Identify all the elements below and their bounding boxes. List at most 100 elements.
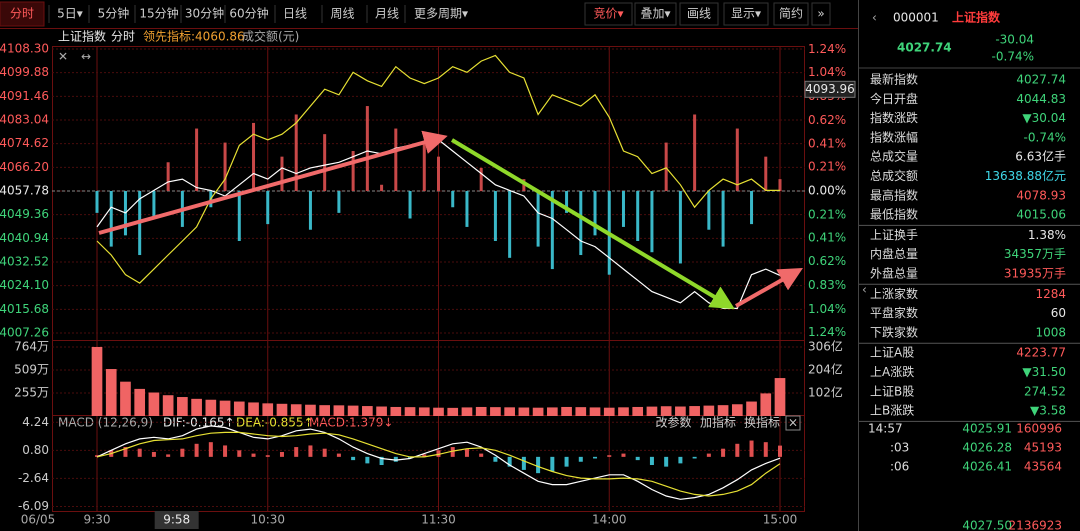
stock-name: 上证指数 <box>952 10 1001 25</box>
macd-bar <box>166 454 171 457</box>
toolbar-tab[interactable]: 日线 <box>283 7 307 21</box>
macd-bar <box>649 456 654 466</box>
lead-bar <box>323 134 327 191</box>
macd-bar <box>593 456 598 459</box>
y2-tick-label: 204亿 <box>808 361 843 376</box>
y-tick-label: 4083.04 <box>0 113 49 127</box>
quote-value: 34357万手 <box>1004 247 1066 261</box>
x-tick-label: 9:30 <box>84 513 111 527</box>
toolbar-button[interactable]: 画线 <box>687 7 711 21</box>
volume-bar <box>219 400 231 416</box>
chart-name: 上证指数 <box>58 29 106 44</box>
lead-bar <box>508 191 512 258</box>
macd-bar <box>294 447 299 457</box>
resize-icon[interactable]: ↔ <box>81 50 91 64</box>
macd-bar <box>521 456 526 470</box>
macd-bar <box>379 456 384 466</box>
toolbar-tab[interactable]: 分时 <box>10 7 34 21</box>
macd-bar <box>436 450 441 457</box>
volume-bar <box>433 407 444 416</box>
cursor-time-label: 9:58 <box>163 513 190 527</box>
y2-tick-label: 0.21% <box>808 160 846 174</box>
lead-bar <box>735 128 739 191</box>
volume-bar <box>319 405 331 416</box>
y2-tick-label: 0.62% <box>808 254 846 268</box>
lead-label: 领先指标:4060.86 <box>143 29 245 44</box>
quote-label: 最高指数 <box>870 187 918 202</box>
volume-bar <box>518 407 530 416</box>
toolbar-button-bg <box>679 2 719 26</box>
volume-bar <box>248 402 259 416</box>
macd-bar <box>607 455 612 457</box>
volume-bar <box>504 407 515 416</box>
macd-bar <box>550 456 555 472</box>
amount-label: 成交额(元) <box>242 29 299 44</box>
volume-bar <box>447 407 459 416</box>
stock-change-pct: -0.74% <box>992 50 1034 64</box>
macd-bar <box>223 445 228 457</box>
tick-volume: 45193 <box>1024 441 1062 455</box>
toolbar-tab[interactable]: 60分钟 <box>229 6 268 21</box>
tick-price: 4026.41 <box>962 460 1012 474</box>
x-tick-label: 11:30 <box>421 513 456 527</box>
quote-value: 4223.77 <box>1016 346 1066 360</box>
toolbar-button[interactable]: » <box>817 7 824 21</box>
macd-bar <box>95 455 99 457</box>
y-tick-label: 4049.36 <box>0 207 49 221</box>
toolbar-button[interactable]: 显示▾ <box>731 7 761 21</box>
volume-bar <box>646 406 658 416</box>
series-line <box>96 431 781 497</box>
toolbar-tab[interactable]: 15分钟 <box>139 6 178 21</box>
tick-volume: 160996 <box>1016 422 1062 436</box>
volume-bar <box>191 398 202 416</box>
lead-bar <box>166 162 170 191</box>
y-tick-label: -2.64 <box>18 471 49 485</box>
macd-bar <box>336 453 341 457</box>
annotation-arrow <box>735 268 803 308</box>
series-line <box>96 425 781 500</box>
volume-bar <box>490 407 501 416</box>
close-icon[interactable]: ✕ <box>58 50 68 64</box>
macd-button[interactable]: 换指标 <box>744 415 780 430</box>
lead-bar <box>536 191 540 247</box>
lead-bar <box>664 142 668 191</box>
lead-bar <box>465 191 469 227</box>
toolbar-button[interactable]: 竞价▾ <box>593 7 623 21</box>
macd-button[interactable]: 改参数 <box>655 415 691 430</box>
macd-bar <box>422 454 427 457</box>
quote-value: 13638.88亿元 <box>985 168 1066 183</box>
macd-button[interactable]: × <box>788 416 798 430</box>
toolbar-tab[interactable]: 5日▾ <box>57 7 83 21</box>
macd-bar <box>706 453 711 457</box>
quote-value: 274.52 <box>1024 384 1066 398</box>
toolbar-button[interactable]: 叠加▾ <box>640 7 670 21</box>
back-icon[interactable]: ‹ <box>872 11 877 25</box>
y-tick-label: 4.24 <box>22 415 49 429</box>
lead-bar <box>750 191 754 225</box>
stock-code: 000001 <box>893 11 939 25</box>
lead-bar <box>579 191 583 256</box>
collapse-icon[interactable]: ‹ <box>862 283 867 297</box>
volume-bar <box>120 381 131 416</box>
toolbar-button[interactable]: 简约 <box>779 6 803 21</box>
toolbar-tab[interactable]: 周线 <box>330 7 354 21</box>
volume-bar <box>774 378 786 416</box>
quote-label: 上A涨跌 <box>870 364 914 379</box>
toolbar-tab[interactable]: 更多周期▾ <box>414 7 468 21</box>
lead-bar <box>394 128 398 191</box>
y-tick-label: 0.80 <box>22 443 49 457</box>
macd-bar <box>208 442 213 457</box>
volume-bar <box>689 406 700 416</box>
toolbar-tab[interactable]: 30分钟 <box>185 6 224 21</box>
volume-bar <box>461 407 473 416</box>
toolbar-tab[interactable]: 5分钟 <box>98 6 130 21</box>
macd-bar <box>763 442 768 457</box>
macd-button[interactable]: 加指标 <box>700 415 736 430</box>
toolbar-tab[interactable]: 月线 <box>375 7 399 21</box>
quote-value: 1284 <box>1035 287 1066 301</box>
lead-bar <box>707 191 711 230</box>
macd-bar <box>464 448 469 457</box>
quote-value: 4078.93 <box>1016 188 1066 202</box>
